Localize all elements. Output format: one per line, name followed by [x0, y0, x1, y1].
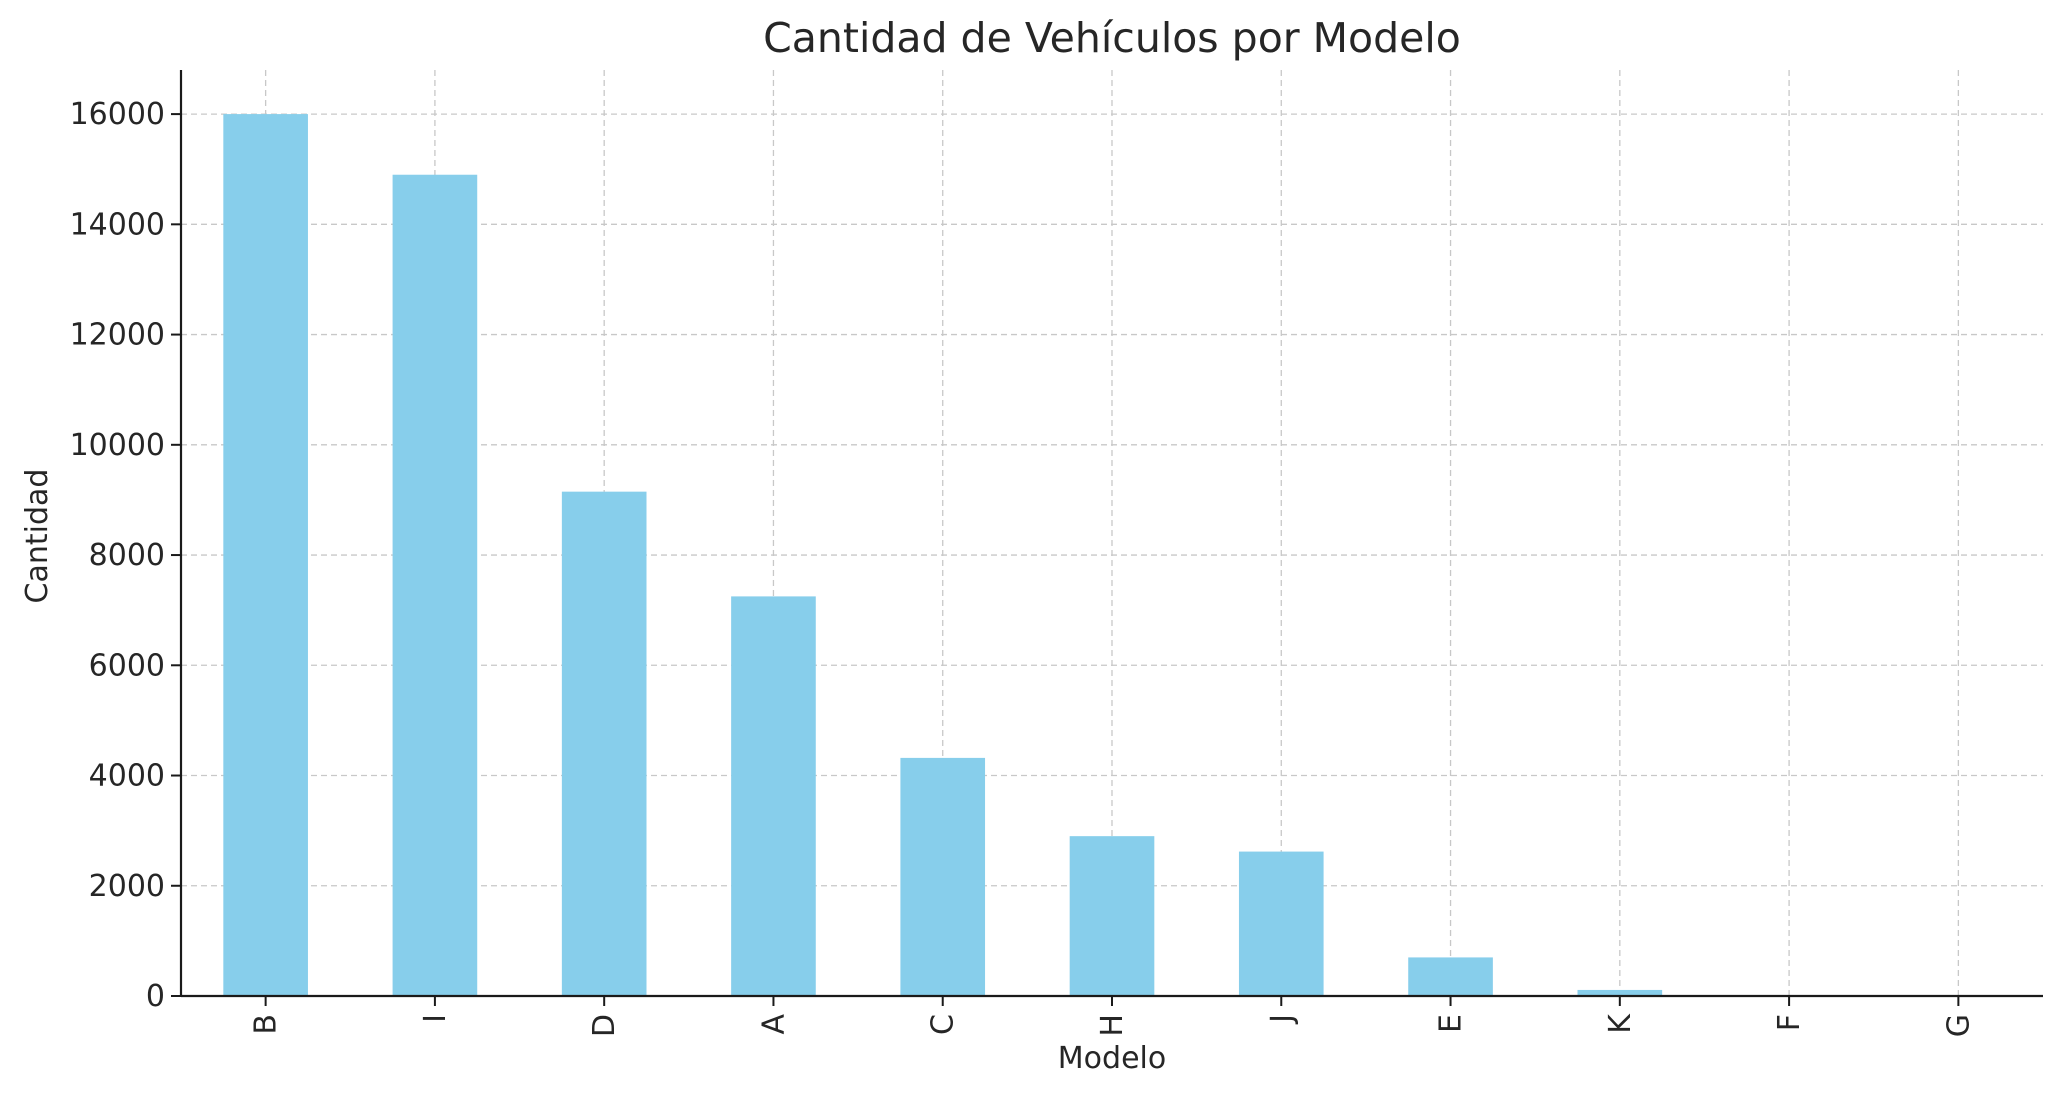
y-tick-label: 4000 [89, 759, 165, 794]
bar-H [1069, 836, 1155, 996]
x-tick-label: C [926, 1014, 961, 1035]
x-tick-label: F [1772, 1014, 1807, 1031]
y-tick-label: 0 [146, 979, 165, 1014]
bar-A [731, 596, 816, 996]
bar-K [1577, 989, 1663, 996]
y-axis-label: Cantidad [20, 469, 55, 604]
x-tick-label: A [756, 1014, 791, 1035]
y-tick-label: 16000 [70, 97, 165, 132]
y-tick-label: 6000 [89, 648, 165, 683]
bar-C [900, 757, 986, 996]
bar-J [1238, 851, 1324, 996]
y-tick-label: 8000 [89, 538, 165, 573]
bars-layer [223, 114, 1663, 997]
y-tick-label: 12000 [70, 318, 165, 353]
x-axis-label: Modelo [1058, 1041, 1166, 1076]
x-tick-label: K [1603, 1013, 1638, 1034]
bar-I [392, 174, 478, 996]
bar-E [1408, 957, 1493, 996]
y-tick-label: 2000 [89, 869, 165, 904]
x-tick-label: G [1941, 1014, 1976, 1037]
ticks-layer: 0 2000 4000 6000 8000 10000 12000 14000 16000 B I D… [70, 97, 1977, 1037]
y-tick-label: 14000 [70, 207, 165, 242]
y-tick-label: 10000 [70, 428, 165, 463]
x-tick-label: D [587, 1014, 622, 1037]
x-tick-label: H [1095, 1014, 1130, 1037]
x-tick-label: B [249, 1014, 284, 1035]
x-tick-label: I [418, 1014, 453, 1023]
x-tick-label: E [1434, 1014, 1469, 1033]
chart-title: Cantidad de Vehículos por Modelo [763, 14, 1461, 62]
x-tick-label: J [1264, 1014, 1299, 1025]
bar-B [223, 114, 308, 997]
bar-D [561, 491, 647, 996]
